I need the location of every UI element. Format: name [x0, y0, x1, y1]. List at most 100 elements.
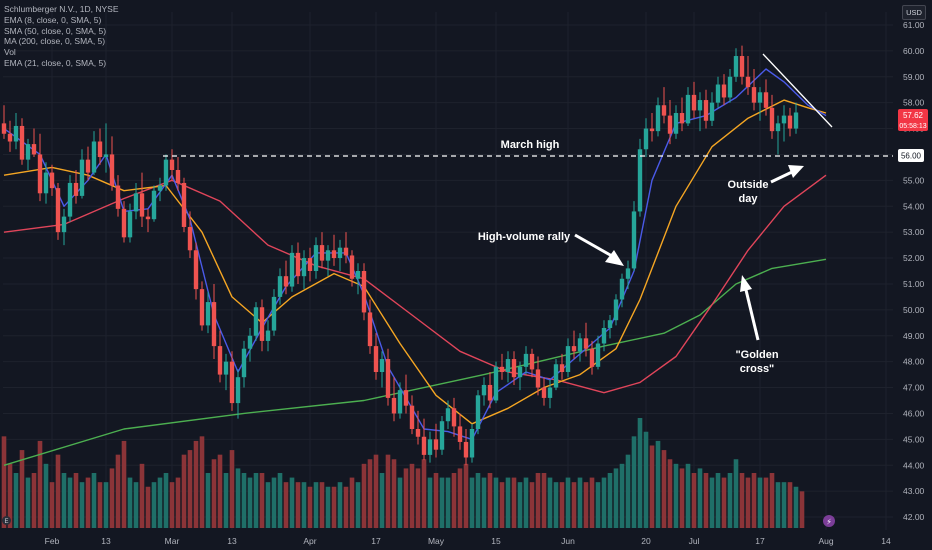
volume-bar: [799, 491, 805, 528]
volume-bar: [499, 482, 505, 528]
volume-bar: [433, 473, 439, 528]
candle-body: [97, 141, 103, 158]
candle-body: [79, 159, 85, 196]
legend-sma50[interactable]: SMA (50, close, 0, SMA, 5): [4, 25, 107, 36]
x-tick-label: 17: [371, 536, 381, 546]
candle-body: [49, 172, 55, 189]
currency-button[interactable]: USD: [902, 5, 926, 20]
candle-body: [19, 125, 25, 160]
candle-body: [547, 387, 553, 398]
legend-ema21[interactable]: EMA (21, close, 0, SMA, 5): [4, 57, 107, 68]
candle-body: [493, 366, 499, 401]
last-price-badge: [898, 109, 928, 131]
x-tick-label: 20: [641, 536, 651, 546]
candle-body: [679, 113, 685, 124]
volume-bar: [31, 473, 37, 528]
volume-bar: [613, 468, 619, 528]
volume-bar: [733, 459, 739, 528]
candle-body: [181, 182, 187, 227]
volume-bar: [553, 482, 559, 528]
candle-body: [793, 112, 799, 129]
volume-bar: [679, 468, 685, 528]
candle-body: [133, 193, 139, 212]
level-badge: [898, 149, 924, 162]
candle-body: [625, 268, 631, 279]
candle-body: [205, 302, 211, 326]
volume-bar: [589, 477, 595, 528]
volume-bar: [763, 477, 769, 528]
legend-ema8[interactable]: EMA (8, close, 0, SMA, 5): [4, 14, 102, 25]
candle-body: [409, 405, 415, 429]
volume-bar: [511, 477, 517, 528]
candle-body: [433, 439, 439, 450]
y-tick-label: 46.00: [903, 408, 925, 418]
volume-bar: [739, 473, 745, 528]
volume-bar: [103, 482, 109, 528]
candle-body: [643, 128, 649, 150]
last-price-value: 57.62: [903, 111, 924, 120]
volume-bar: [541, 473, 547, 528]
volume-bar: [193, 440, 199, 528]
volume-bar: [715, 473, 721, 528]
candle-body: [43, 172, 49, 194]
flash-icon[interactable]: [823, 515, 835, 527]
volume-bar: [775, 482, 781, 528]
volume-bar: [787, 482, 793, 528]
volume-bar: [667, 459, 673, 528]
trend-line: [762, 53, 833, 128]
candle-body: [73, 182, 79, 196]
volume-bar: [619, 463, 625, 528]
y-tick-label: 51.00: [903, 279, 925, 289]
volume-bar: [409, 463, 415, 528]
candle-body: [367, 312, 373, 347]
volume-bar: [175, 477, 181, 528]
volume-bar: [595, 482, 601, 528]
volume-bar: [601, 477, 607, 528]
tradingview-logo-icon: E: [2, 516, 11, 525]
legend-vol[interactable]: Vol: [4, 47, 16, 58]
candle-body: [361, 271, 367, 313]
golden-cross-label-1: "Golden: [735, 349, 778, 361]
golden-cross-arrow-shaft: [744, 289, 760, 341]
volume-bar: [415, 468, 421, 528]
candle-body: [715, 84, 721, 103]
volume-bar: [13, 473, 19, 528]
candle-body: [697, 100, 703, 111]
candle-body: [295, 252, 301, 277]
volume-bar: [157, 477, 163, 528]
volume-bar: [583, 482, 589, 528]
volume-bar: [709, 477, 715, 528]
volume-bar: [97, 482, 103, 528]
volume-bar: [685, 463, 691, 528]
volume-bar: [85, 477, 91, 528]
volume-bar: [235, 468, 241, 528]
volume-bar: [445, 477, 451, 528]
y-tick-label: 49.00: [903, 331, 925, 341]
legend-ma200[interactable]: MA (200, close, 0, SMA, 5): [4, 36, 106, 47]
candle-body: [115, 185, 121, 209]
indicator-legend: Schlumberger N.V., 1D, NYSE EMA (8, clos…: [4, 4, 118, 69]
candle-body: [523, 353, 529, 367]
candle-body: [511, 359, 517, 378]
volume-bar: [55, 454, 61, 528]
volume-bar: [37, 440, 43, 528]
volume-bar: [535, 473, 541, 528]
candle-body: [787, 115, 793, 129]
volume-bar: [781, 482, 787, 528]
candle-body: [727, 76, 733, 98]
legend-symbol[interactable]: Schlumberger N.V., 1D, NYSE: [4, 4, 119, 14]
volume-bar: [187, 450, 193, 528]
volume-bar: [205, 473, 211, 528]
candle-body: [475, 395, 481, 429]
volume-bar: [691, 473, 697, 528]
candle-body: [733, 56, 739, 77]
candle-body: [7, 133, 13, 142]
candle-body: [565, 346, 571, 373]
x-tick-label: 17: [755, 536, 765, 546]
candle-body: [649, 128, 655, 132]
candle-body: [139, 193, 145, 217]
x-tick-label: Mar: [165, 536, 180, 546]
candle-body: [535, 369, 541, 388]
